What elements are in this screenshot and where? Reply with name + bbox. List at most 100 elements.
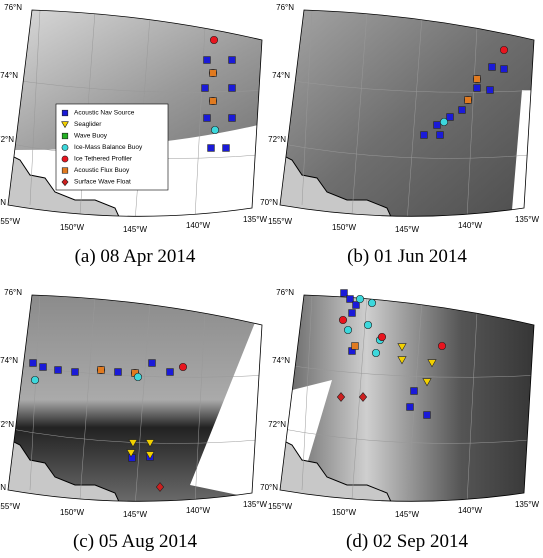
- lat-label: 74°N: [272, 356, 290, 365]
- map-panel: 76°N 74°N 72°N 70°N 155°W 150°W 145°W 140°W 135°…: [260, 288, 540, 552]
- marker: [155, 482, 165, 492]
- lon-label: 155°W: [268, 502, 293, 511]
- lon-label: 150°W: [332, 508, 357, 517]
- marker: [228, 84, 236, 92]
- marker: [397, 343, 407, 352]
- meridian: [351, 296, 368, 500]
- marker: [433, 121, 441, 129]
- meridian: [466, 311, 478, 502]
- marker: [338, 315, 348, 325]
- caption: (b) 01 Jun 2014: [347, 246, 467, 267]
- marker: [367, 298, 377, 308]
- marker: [422, 378, 432, 387]
- parallel: [280, 426, 534, 444]
- marker: [352, 301, 360, 309]
- marker: [128, 439, 138, 448]
- meridian: [406, 300, 423, 502]
- legend: Acoustic Nav Source Seaglider Wave Buoy Ice…: [55, 103, 169, 191]
- marker: [371, 348, 381, 358]
- lat-label: 76°N: [4, 3, 22, 12]
- lat-label: 72°N: [268, 420, 286, 429]
- meridian: [29, 10, 41, 206]
- meridian: [351, 11, 368, 215]
- caption: (d) 02 Sep 2014: [346, 531, 468, 552]
- legend-box: [55, 103, 169, 191]
- marker: [61, 167, 69, 174]
- lat-label: 74°N: [0, 356, 18, 365]
- lon-label: 150°W: [332, 223, 357, 232]
- map-panel: 76°N 74°N 72°N 70°N 155°W 150°W 145°W 140°W 135°…: [260, 3, 539, 267]
- marker: [209, 97, 217, 105]
- marker: [446, 113, 454, 121]
- marker: [488, 63, 496, 71]
- marker: [133, 372, 143, 382]
- marker: [61, 132, 69, 140]
- marker: [346, 295, 354, 303]
- lon-label: 140°W: [458, 221, 483, 230]
- marker: [351, 342, 359, 350]
- marker: [406, 403, 414, 411]
- caption: (c) 05 Aug 2014: [73, 531, 198, 552]
- lat-label: 74°N: [272, 71, 290, 80]
- legend-label: Acoustic Flux Buoy: [74, 167, 130, 174]
- legend-label: Acoustic Nav Source: [74, 110, 135, 117]
- map-panel: 76°N 74°N 72°N 70°N 155°W 150°W 145°W 140°W 135°…: [0, 288, 267, 552]
- map-frame: [279, 9, 535, 217]
- meridian: [29, 295, 41, 491]
- marker: [397, 356, 407, 365]
- lat-label: 76°N: [276, 288, 294, 297]
- marker: [61, 121, 69, 129]
- lon-label: 155°W: [0, 217, 20, 226]
- marker: [178, 362, 188, 372]
- marker: [210, 125, 220, 135]
- marker: [486, 86, 494, 94]
- marker: [203, 114, 211, 122]
- marker: [458, 106, 466, 114]
- marker: [358, 392, 368, 402]
- marker: [427, 359, 437, 368]
- lon-label: 145°W: [395, 510, 420, 519]
- marker: [377, 332, 387, 342]
- marker: [71, 368, 79, 376]
- marker: [410, 387, 418, 395]
- marker: [343, 325, 353, 335]
- lon-label: 150°W: [60, 508, 85, 517]
- marker: [209, 69, 217, 77]
- lon-label: 145°W: [123, 225, 148, 234]
- marker: [145, 451, 155, 460]
- marker: [29, 359, 37, 367]
- marker: [209, 35, 219, 45]
- lat-label: 70°N: [260, 198, 278, 207]
- marker: [363, 320, 373, 330]
- lon-label: 140°W: [458, 506, 483, 515]
- meridian: [406, 15, 423, 217]
- lat-label: 74°N: [0, 71, 18, 80]
- marker: [473, 84, 481, 92]
- marker: [355, 294, 365, 304]
- lon-label: 135°W: [243, 215, 268, 224]
- legend-label: Wave Buoy: [74, 133, 108, 140]
- marker: [128, 454, 136, 462]
- lat-label: 72°N: [0, 420, 14, 429]
- marker: [228, 114, 236, 122]
- marker: [222, 144, 230, 152]
- legend-label: Seaglider: [74, 121, 102, 128]
- legend-label: Ice-Mass Balance Buoy: [74, 144, 143, 151]
- map-frame: [7, 9, 263, 217]
- marker: [207, 144, 215, 152]
- meridian: [134, 300, 151, 502]
- map-frame: [279, 294, 535, 502]
- lon-label: 140°W: [186, 221, 211, 230]
- lon-label: 155°W: [0, 502, 20, 511]
- lat-label: 76°N: [276, 3, 294, 12]
- marker: [61, 109, 69, 117]
- meridian: [301, 295, 313, 491]
- meridian: [466, 26, 478, 217]
- marker: [61, 144, 69, 151]
- meridian: [194, 311, 206, 502]
- legend-label: Ice Tethered Profiler: [74, 156, 133, 163]
- lon-label: 145°W: [395, 225, 420, 234]
- lon-label: 135°W: [515, 500, 540, 509]
- marker: [423, 411, 431, 419]
